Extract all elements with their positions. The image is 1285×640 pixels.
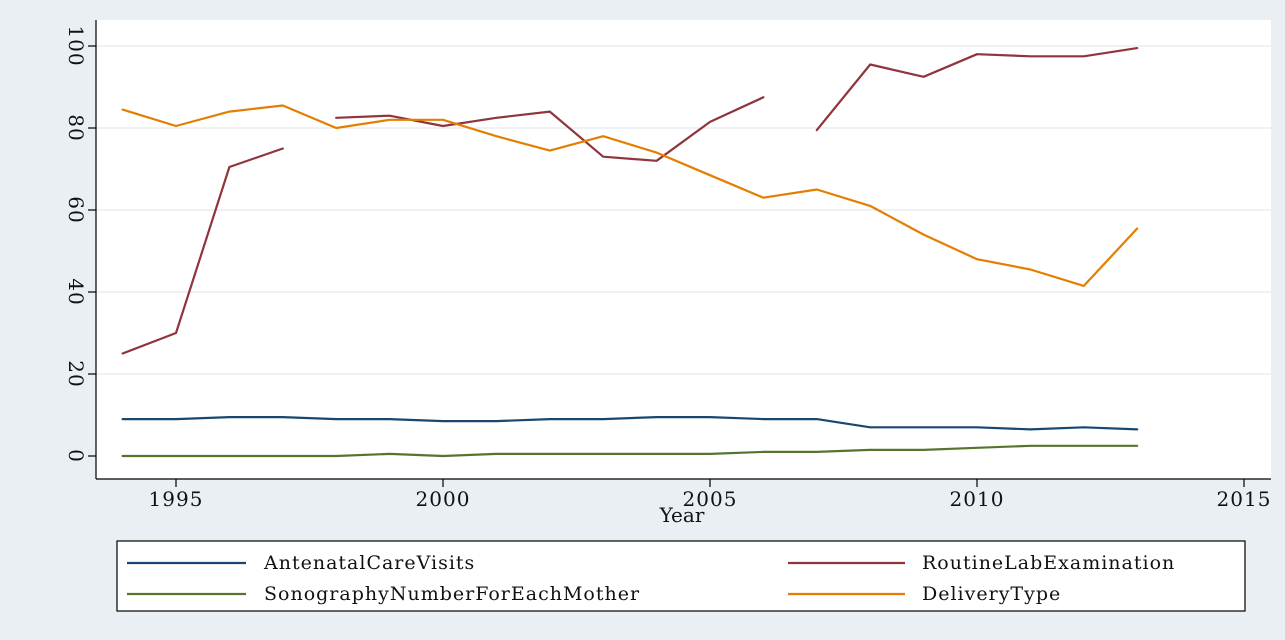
y-tick-label: 100 bbox=[64, 25, 88, 66]
legend-label-4: DeliveryType bbox=[922, 583, 1061, 605]
x-tick-label: 2015 bbox=[1217, 487, 1272, 511]
x-tick-label: 2010 bbox=[950, 487, 1005, 511]
series-line-1 bbox=[121, 416, 1139, 431]
y-ticks: 0 20 40 60 80 100 bbox=[64, 25, 96, 463]
legend-box bbox=[116, 540, 1246, 612]
legend-label-3: SonographyNumberForEachMother bbox=[264, 583, 640, 605]
grid-lines bbox=[96, 45, 1271, 375]
x-tick-label: 2005 bbox=[683, 487, 738, 511]
x-tick-label: 2000 bbox=[416, 487, 471, 511]
y-tick-label: 40 bbox=[64, 278, 88, 305]
y-tick-label: 60 bbox=[64, 196, 88, 223]
axes bbox=[95, 20, 1271, 480]
y-tick-label: 20 bbox=[64, 360, 88, 387]
y-tick-label: 80 bbox=[64, 114, 88, 141]
x-axis-title: Year bbox=[659, 503, 705, 527]
legend: AntenatalCareVisits RoutineLabExamination… bbox=[127, 552, 1175, 605]
y-tick-label: 0 bbox=[64, 449, 88, 463]
plot-area bbox=[96, 20, 1271, 479]
series-line-3 bbox=[121, 444, 1139, 458]
legend-label-1: AntenatalCareVisits bbox=[263, 552, 475, 574]
series-lines bbox=[121, 47, 1139, 458]
series-line-4 bbox=[121, 104, 1139, 287]
x-ticks: 1995 2000 2005 2010 2015 bbox=[149, 479, 1272, 511]
x-tick-label: 1995 bbox=[149, 487, 204, 511]
legend-label-2: RoutineLabExamination bbox=[922, 552, 1175, 574]
